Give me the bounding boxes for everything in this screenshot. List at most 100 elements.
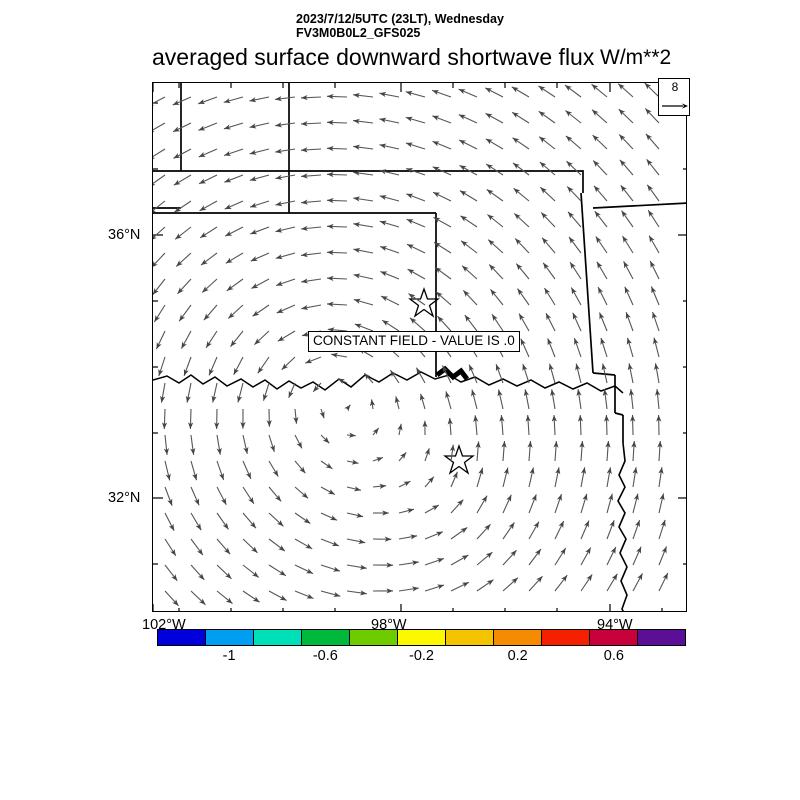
wind-arrow	[301, 173, 322, 179]
wind-arrow	[517, 288, 530, 306]
wind-arrow	[525, 414, 531, 436]
wind-arrow	[320, 590, 341, 598]
wind-arrow	[544, 287, 556, 306]
wind-arrow	[249, 96, 270, 103]
wind-arrow	[249, 148, 270, 155]
wind-arrow	[432, 140, 452, 150]
wind-arrow	[200, 252, 218, 266]
colorbar-segment-5	[398, 630, 446, 645]
wind-arrow	[153, 252, 166, 268]
wind-arrow	[164, 564, 178, 582]
wind-arrow	[198, 122, 218, 131]
wind-arrow	[301, 199, 322, 205]
wind-arrow	[268, 486, 282, 502]
wind-arrow	[449, 444, 455, 462]
map-plot-area[interactable]	[152, 82, 687, 612]
chart-datetime-subtitle: 2023/7/12/5UTC (23LT), Wednesday	[296, 12, 504, 26]
wind-arrow	[268, 434, 275, 452]
wind-arrow	[632, 519, 641, 540]
wind-arrow	[628, 389, 635, 410]
wind-arrow	[502, 467, 509, 488]
wind-arrow	[545, 312, 556, 332]
wind-arrow	[620, 184, 634, 202]
wind-arrow	[573, 337, 582, 358]
wind-arrow	[275, 148, 296, 154]
wind-arrow	[523, 389, 530, 410]
wind-arrow	[424, 476, 435, 488]
colorbar-tick-0.6: 0.6	[603, 648, 624, 664]
wind-arrow	[596, 261, 608, 280]
wind-arrow	[158, 356, 166, 377]
colorbar-tick--0.2: -0.2	[409, 648, 434, 664]
wind-arrow	[458, 114, 478, 124]
wind-arrow	[153, 96, 166, 107]
wind-arrow	[294, 512, 311, 524]
wind-arrow	[268, 590, 287, 601]
wind-arrow	[224, 200, 244, 210]
wind-arrow	[468, 364, 478, 384]
wind-arrow	[495, 364, 504, 384]
wind-arrow	[553, 441, 559, 462]
wind-arrow	[178, 304, 192, 322]
wind-arrow	[153, 200, 166, 214]
wind-arrow	[201, 278, 218, 293]
wind-arrow	[644, 83, 660, 98]
wind-arrow	[658, 467, 664, 488]
wind-arrow	[326, 171, 348, 178]
wind-arrow	[190, 434, 196, 455]
wind-arrow	[174, 226, 192, 240]
wind-arrow	[153, 174, 166, 187]
wind-arrow	[190, 590, 206, 606]
wind-arrow	[250, 252, 270, 262]
wind-arrow	[224, 174, 244, 183]
wind-arrow	[405, 90, 426, 98]
wind-arrow	[476, 579, 494, 592]
wind-arrow	[346, 564, 367, 570]
wind-arrow	[300, 147, 322, 153]
wind-arrow	[657, 440, 663, 462]
wind-arrow	[276, 304, 296, 314]
wind-arrow	[626, 337, 634, 358]
wind-arrow	[249, 174, 270, 182]
wind-arrow	[326, 93, 348, 100]
wind-arrow	[406, 218, 426, 228]
wind-arrow	[408, 293, 426, 306]
wind-arrow	[301, 278, 322, 284]
wind-arrow	[630, 414, 636, 436]
axis-label-latitude-36n: 36°N	[108, 227, 141, 243]
wind-arrow	[275, 226, 296, 233]
wind-arrow	[458, 88, 478, 98]
wind-arrow	[424, 531, 444, 540]
wind-arrow	[344, 404, 351, 412]
wind-arrow	[242, 538, 258, 554]
wind-arrow	[621, 210, 634, 228]
wind-arrow	[268, 512, 284, 527]
wind-arrow	[566, 186, 582, 202]
wind-arrow	[242, 564, 260, 578]
wind-arrow	[205, 330, 218, 349]
wind-arrow	[617, 83, 634, 98]
colorbar-segment-10	[638, 630, 685, 645]
wind-arrow	[606, 573, 618, 592]
wind-arrow	[155, 330, 166, 350]
wind-arrow	[632, 493, 639, 514]
wind-arrow	[460, 240, 478, 254]
wind-arrow	[435, 291, 452, 306]
wind-arrow	[513, 187, 530, 202]
wind-arrow	[177, 278, 192, 295]
wind-arrow	[632, 573, 643, 592]
texas-louisiana-border	[617, 442, 628, 611]
colorbar[interactable]	[157, 629, 686, 646]
wind-arrow	[592, 160, 608, 176]
wind-arrow	[394, 396, 400, 410]
wind-arrow	[398, 508, 415, 514]
chart-units-label: W/m**2	[600, 46, 672, 69]
wind-arrow	[538, 85, 556, 98]
wind-arrow	[471, 389, 478, 410]
wind-arrow	[372, 456, 384, 463]
wind-arrow	[275, 122, 296, 128]
wind-arrow	[353, 118, 374, 125]
wind-arrow	[173, 148, 192, 159]
wind-arrow	[300, 121, 322, 127]
wind-arrow	[409, 317, 426, 332]
